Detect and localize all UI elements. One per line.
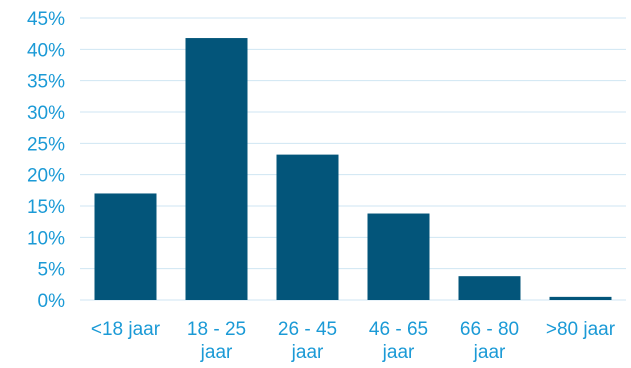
- bar: [367, 213, 430, 300]
- gridlines: [80, 17, 626, 301]
- x-tick-label-line: 46 - 65: [369, 319, 428, 340]
- y-axis-tick-labels: 0% 5% 10% 15% 20% 25% 30% 35% 40% 45%: [27, 9, 65, 312]
- x-tick-label-line: jaar: [473, 342, 506, 363]
- y-tick-label: 15%: [27, 197, 65, 218]
- x-tick-label: <18 jaar: [91, 319, 161, 340]
- x-tick-label-line: >80 jaar: [546, 319, 616, 340]
- x-tick-label-line: 18 - 25: [187, 319, 246, 340]
- y-tick-label: 25%: [27, 134, 65, 155]
- y-tick-label: 5%: [38, 260, 66, 281]
- x-tick-label-line: 26 - 45: [278, 319, 337, 340]
- x-tick-label-line: jaar: [200, 342, 233, 363]
- x-tick-label: 26 - 45 jaar: [278, 319, 337, 363]
- x-tick-label: >80 jaar: [546, 319, 616, 340]
- bars: [94, 38, 612, 300]
- x-tick-label: 18 - 25 jaar: [187, 319, 246, 363]
- bar: [549, 296, 612, 300]
- y-tick-label: 0%: [38, 291, 66, 312]
- x-tick-label-line: jaar: [382, 342, 415, 363]
- x-tick-label: 66 - 80 jaar: [460, 319, 519, 363]
- bar: [276, 154, 339, 300]
- y-tick-label: 10%: [27, 228, 65, 249]
- bar: [185, 38, 248, 300]
- x-tick-label-line: <18 jaar: [91, 319, 161, 340]
- y-tick-label: 45%: [27, 9, 65, 30]
- y-tick-label: 35%: [27, 72, 65, 93]
- y-tick-label: 30%: [27, 103, 65, 124]
- bar: [458, 276, 521, 300]
- x-tick-label-line: 66 - 80: [460, 319, 519, 340]
- y-tick-label: 20%: [27, 166, 65, 187]
- y-tick-label: 40%: [27, 40, 65, 61]
- bar: [94, 193, 157, 300]
- x-tick-label-line: jaar: [291, 342, 324, 363]
- x-tick-label: 46 - 65 jaar: [369, 319, 428, 363]
